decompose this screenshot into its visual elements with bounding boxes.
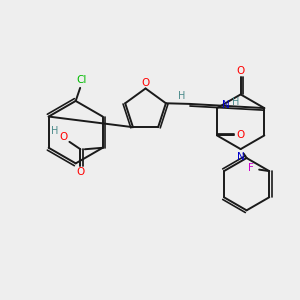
Text: O: O: [59, 132, 68, 142]
Text: Cl: Cl: [76, 75, 87, 85]
Text: N: N: [237, 152, 244, 161]
Text: O: O: [76, 167, 85, 177]
Text: N: N: [222, 100, 230, 110]
Text: O: O: [236, 66, 245, 76]
Text: H: H: [178, 91, 185, 100]
Text: F: F: [248, 163, 254, 173]
Text: H: H: [232, 97, 239, 106]
Text: H: H: [51, 126, 58, 136]
Text: O: O: [237, 130, 245, 140]
Text: O: O: [141, 78, 150, 88]
